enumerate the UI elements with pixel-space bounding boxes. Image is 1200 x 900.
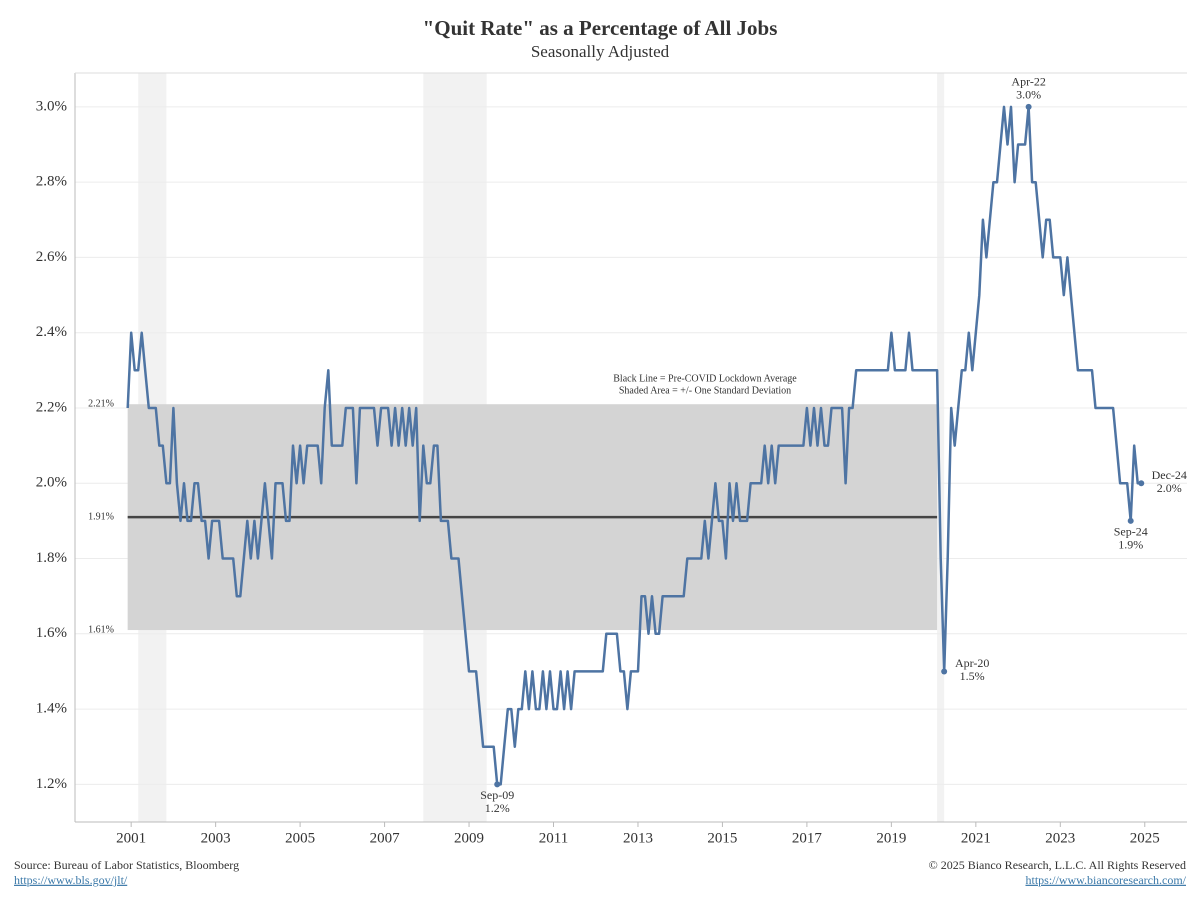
y-tick-label: 2.8% — [36, 174, 67, 190]
annotation-dot — [1138, 480, 1145, 487]
x-tick-label: 2005 — [285, 830, 315, 846]
y-tick-label: 3.0% — [36, 98, 67, 114]
annotation-value: 3.0% — [1016, 88, 1041, 102]
annotation-dot — [1025, 103, 1032, 110]
x-tick-label: 2023 — [1045, 830, 1075, 846]
annotation-value: 1.2% — [485, 801, 510, 815]
y-tick-label: 2.0% — [36, 475, 67, 491]
x-tick-label: 2009 — [454, 830, 484, 846]
footer-source: Source: Bureau of Labor Statistics, Bloo… — [14, 858, 239, 872]
band-label: 1.61% — [88, 624, 114, 635]
band-note: Black Line = Pre-COVID Lockdown Average — [613, 373, 797, 384]
annotation-dot — [494, 781, 501, 788]
x-tick-label: 2007 — [370, 830, 401, 846]
annotation-value: 1.5% — [960, 669, 985, 683]
y-tick-label: 1.4% — [36, 701, 67, 717]
x-tick-label: 2017 — [792, 830, 823, 846]
chart-title: "Quit Rate" as a Percentage of All Jobs — [423, 16, 778, 40]
x-tick-label: 2025 — [1130, 830, 1160, 846]
quit-rate-line — [126, 105, 1142, 786]
footer-site-link[interactable]: https://www.biancoresearch.com/ — [1025, 873, 1186, 887]
recession-shade — [937, 73, 945, 822]
y-tick-label: 1.6% — [36, 625, 67, 641]
y-tick-label: 2.2% — [36, 399, 67, 415]
band-note: Shaded Area = +/- One Standard Deviation — [619, 385, 791, 396]
y-tick-label: 2.4% — [36, 324, 67, 340]
annotation-label: Apr-20 — [955, 656, 989, 670]
x-tick-label: 2003 — [201, 830, 231, 846]
annotation-dot — [941, 668, 948, 675]
annotation-value: 1.9% — [1118, 538, 1143, 552]
band-label: 1.91% — [88, 511, 114, 522]
y-tick-label: 1.8% — [36, 550, 67, 566]
x-tick-label: 2001 — [116, 830, 146, 846]
annotation-label: Sep-09 — [480, 788, 514, 802]
footer-copyright: © 2025 Bianco Research, L.L.C. All Right… — [929, 858, 1186, 872]
footer-source-link[interactable]: https://www.bls.gov/jlt/ — [14, 873, 128, 887]
annotation-value: 2.0% — [1157, 481, 1182, 495]
band-label: 2.21% — [88, 399, 114, 410]
x-tick-label: 2019 — [876, 830, 906, 846]
chart-subtitle: Seasonally Adjusted — [531, 42, 670, 61]
annotation-label: Sep-24 — [1114, 525, 1148, 539]
x-tick-label: 2015 — [707, 830, 737, 846]
annotation-label: Apr-22 — [1011, 75, 1045, 89]
y-tick-label: 2.6% — [36, 249, 67, 265]
x-tick-label: 2021 — [961, 830, 991, 846]
annotation-dot — [1127, 517, 1134, 524]
x-tick-label: 2013 — [623, 830, 653, 846]
x-tick-label: 2011 — [539, 830, 568, 846]
y-tick-label: 1.2% — [36, 776, 67, 792]
annotation-label: Dec-24 — [1152, 468, 1187, 482]
